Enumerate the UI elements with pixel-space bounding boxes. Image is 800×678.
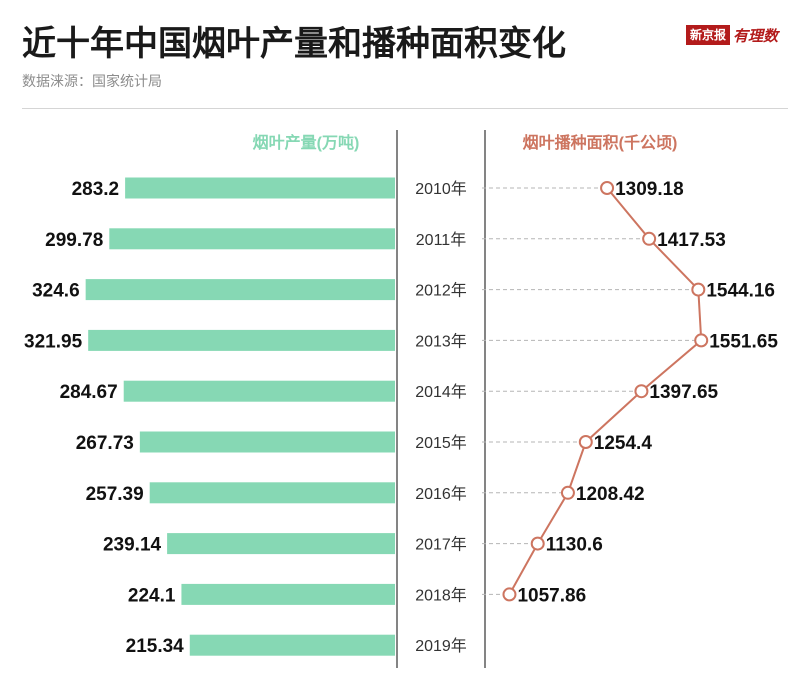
year-label: 2017年 xyxy=(415,536,467,554)
year-label: 2013年 xyxy=(415,332,467,350)
year-label: 2019年 xyxy=(415,637,467,655)
production-value-label: 239.14 xyxy=(103,535,162,556)
year-label: 2016年 xyxy=(415,485,467,503)
production-bar xyxy=(85,279,396,301)
year-label: 2010年 xyxy=(415,180,467,198)
production-bar xyxy=(139,431,395,453)
area-value-label: 1208.42 xyxy=(576,484,645,505)
data-source: 数据涞源：国家统计局 xyxy=(22,74,162,90)
area-point xyxy=(600,181,615,195)
production-value-label: 224.1 xyxy=(128,585,176,606)
area-value-label: 1254.4 xyxy=(594,433,653,454)
area-value-label: 1130.6 xyxy=(546,535,603,556)
bar-panel-title: 烟叶产量(万吨) xyxy=(253,133,360,152)
area-point xyxy=(530,536,545,551)
area-point xyxy=(502,587,517,602)
area-point xyxy=(634,384,649,399)
production-value-label: 267.73 xyxy=(76,433,134,454)
production-value-label: 321.95 xyxy=(24,331,83,352)
area-point xyxy=(691,282,706,297)
area-value-label: 1417.53 xyxy=(657,230,726,251)
area-point xyxy=(694,333,709,348)
area-value-label: 1397.65 xyxy=(649,382,718,403)
line-panel-title: 烟叶播种面积(千公顷) xyxy=(523,133,678,152)
production-bar xyxy=(181,583,395,605)
production-value-label: 324.6 xyxy=(32,281,80,302)
area-point xyxy=(578,435,593,449)
brand-name: 新京报 xyxy=(686,25,731,45)
production-value-label: 284.67 xyxy=(60,382,118,403)
page-title: 近十年中国烟叶产量和播种面积变化 xyxy=(22,24,566,64)
area-point xyxy=(560,485,575,500)
year-label: 2011年 xyxy=(416,231,466,249)
year-label: 2018年 xyxy=(415,586,467,604)
production-value-label: 257.39 xyxy=(86,484,144,505)
production-value-label: 283.2 xyxy=(72,179,120,200)
production-bar xyxy=(125,177,395,199)
production-value-label: 299.78 xyxy=(45,230,103,251)
production-value-label: 215.34 xyxy=(126,636,185,657)
year-label: 2015年 xyxy=(415,434,467,452)
production-bar xyxy=(109,228,395,250)
brand-logo: 新京报 有理数 xyxy=(686,24,778,46)
production-bar xyxy=(123,380,396,402)
header-divider xyxy=(22,108,788,109)
area-value-label: 1544.16 xyxy=(706,281,775,302)
production-bar xyxy=(167,533,395,555)
area-value-label: 1551.65 xyxy=(709,331,778,352)
area-point xyxy=(642,231,657,246)
year-label: 2014年 xyxy=(415,383,467,401)
area-value-label: 1057.86 xyxy=(517,585,586,606)
area-value-label: 1309.18 xyxy=(615,179,684,200)
production-bar xyxy=(189,634,395,656)
year-label: 2012年 xyxy=(415,282,467,300)
production-bar xyxy=(149,482,395,504)
brand-subname: 有理数 xyxy=(733,26,779,45)
production-bar xyxy=(88,329,396,351)
